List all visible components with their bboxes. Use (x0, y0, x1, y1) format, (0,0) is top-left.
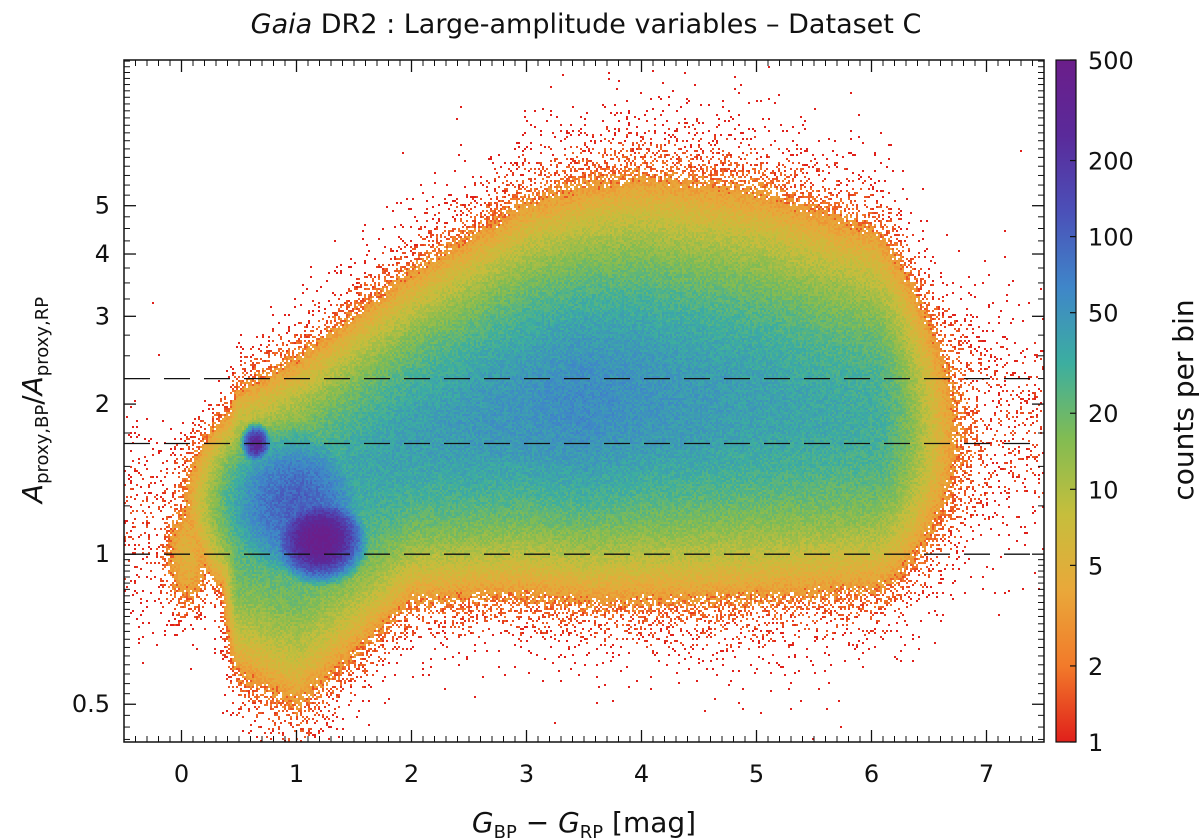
x-tick-label: 6 (864, 760, 879, 788)
x-tick-label: 1 (289, 760, 304, 788)
colorbar: 1 2 5 10 20 50 100 200 500 counts per bin (1055, 47, 1200, 757)
y-tick-label: 5 (95, 192, 110, 220)
y-axis-ticks: 0.5 1 2 3 4 5 (72, 60, 1044, 740)
x-axis-label: GBP − GRP [mag] (472, 806, 696, 840)
svg-text:GBP − GRP [mag]: GBP − GRP [mag] (472, 806, 696, 840)
colorbar-tick-label: 5 (1088, 552, 1103, 580)
heatmap-image (124, 60, 1044, 742)
colorbar-label: counts per bin (1167, 299, 1200, 500)
y-tick-label: 2 (95, 390, 110, 418)
y-tick-label: 3 (95, 302, 110, 330)
colorbar-ticks: 1 2 5 10 20 50 100 200 500 (1070, 47, 1134, 757)
x-tick-label: 4 (634, 760, 649, 788)
svg-text:Gaia DR2 : Large-amplitude va: Gaia DR2 : Large-amplitude variables – D… (251, 9, 922, 40)
svg-text:Aproxy,BP/Aproxy,RP: Aproxy,BP/Aproxy,RP (16, 297, 53, 505)
y-axis-label: Aproxy,BP/Aproxy,RP (16, 297, 53, 505)
reference-lines (124, 377, 1044, 555)
title-italic: Gaia (251, 9, 313, 40)
colorbar-tick-label: 20 (1088, 400, 1119, 428)
colorbar-tick-label: 10 (1088, 476, 1119, 504)
y-tick-label: 0.5 (72, 690, 110, 718)
colorbar-tick-label: 100 (1088, 224, 1134, 252)
x-tick-label: 3 (519, 760, 534, 788)
y-tick-label: 1 (95, 540, 110, 568)
colorbar-tick-label: 50 (1088, 300, 1119, 328)
x-tick-label: 5 (749, 760, 764, 788)
title-rest: DR2 : Large-amplitude variables – Datase… (312, 9, 921, 40)
x-tick-label: 2 (404, 760, 419, 788)
x-tick-label: 7 (979, 760, 994, 788)
x-tick-label: 0 (174, 760, 189, 788)
colorbar-tick-label: 2 (1088, 653, 1103, 681)
colorbar-tick-label: 500 (1088, 47, 1134, 75)
heatmap-area (124, 60, 1044, 742)
colorbar-tick-label: 200 (1088, 148, 1134, 176)
y-tick-label: 4 (95, 240, 110, 268)
colorbar-tick-label: 1 (1088, 729, 1103, 757)
colorbar-gradient (1055, 59, 1077, 743)
chart-title: Gaia DR2 : Large-amplitude variables – D… (251, 9, 922, 40)
